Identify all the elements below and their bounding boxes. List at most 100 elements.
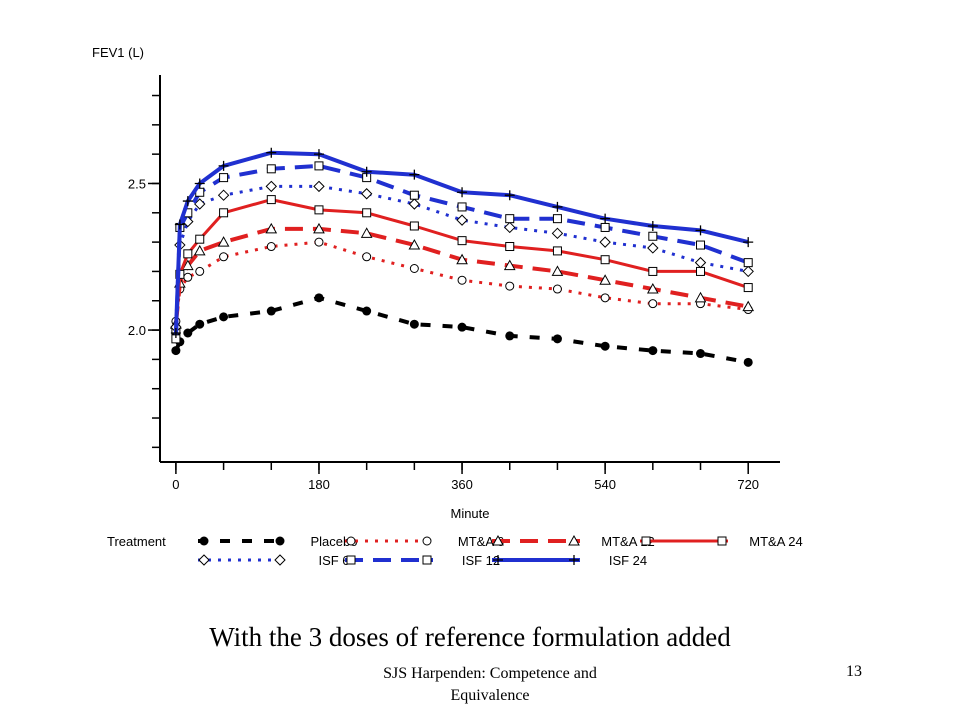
x-tick-label: 180: [308, 477, 330, 492]
data-point: [551, 265, 564, 276]
data-point: [219, 208, 229, 218]
data-point: [743, 237, 754, 248]
data-point: [457, 275, 467, 285]
legend-entry: ISF 24: [492, 553, 647, 568]
data-point: [275, 536, 285, 546]
legend-label: ISF 6: [318, 553, 349, 568]
data-point: [552, 284, 562, 294]
y-tick-label: 2.0: [128, 323, 146, 338]
data-point: [360, 188, 373, 200]
data-point: [600, 255, 610, 265]
data-point: [170, 328, 181, 338]
x-tick-label: 360: [451, 477, 473, 492]
data-point: [217, 189, 230, 201]
data-point: [743, 258, 753, 268]
data-point: [569, 555, 579, 565]
data-point: [408, 239, 421, 250]
data-point: [552, 214, 562, 224]
data-point: [505, 214, 515, 224]
legend-label: MT&A 12: [601, 534, 654, 549]
data-point: [314, 161, 324, 171]
data-point: [695, 225, 706, 236]
data-point: [409, 190, 419, 200]
data-point: [218, 160, 229, 171]
data-point: [457, 236, 467, 246]
data-point: [457, 187, 468, 198]
series-line: [174, 198, 749, 331]
data-point: [360, 227, 373, 238]
series-layer: [170, 147, 755, 367]
data-point: [182, 196, 193, 207]
legend-entry: ISF 6: [198, 553, 350, 568]
data-point: [552, 246, 562, 256]
x-axis-label: Minute: [450, 506, 489, 521]
data-point: [314, 205, 324, 215]
data-point: [456, 214, 468, 226]
data-point: [265, 222, 278, 234]
data-point: [743, 357, 753, 367]
legend: Placebo MT&A 6 MT&A 12 MT&A 24 ISF 6 ISF 12 IS…: [198, 534, 803, 568]
data-point: [181, 259, 194, 271]
legend-entry: MT&A 24: [640, 534, 803, 549]
slide-footer: SJS Harpenden: Competence and Equivalenc…: [383, 665, 597, 704]
data-point: [696, 266, 706, 276]
data-point: [600, 222, 610, 232]
data-point: [193, 244, 206, 256]
data-point: [183, 272, 193, 282]
data-point: [647, 220, 658, 231]
data-point: [266, 164, 276, 174]
legend-entry: ISF 12: [345, 553, 500, 568]
data-point: [696, 240, 706, 250]
data-point: [194, 198, 206, 210]
data-point: [552, 334, 562, 344]
data-point: [504, 190, 515, 201]
data-point: [646, 282, 659, 294]
data-point: [361, 166, 372, 177]
data-point: [195, 319, 205, 329]
data-point: [599, 274, 611, 285]
data-point: [694, 291, 707, 303]
data-point: [266, 195, 276, 205]
data-point: [568, 534, 580, 546]
data-point: [743, 283, 753, 293]
data-point: [195, 234, 205, 244]
legend-label: ISF 12: [462, 553, 500, 568]
data-point: [409, 221, 419, 231]
data-point: [194, 178, 205, 189]
data-point: [457, 322, 467, 332]
data-point: [717, 536, 727, 546]
series-isf-12: [171, 161, 753, 344]
data-point: [696, 349, 706, 359]
data-point: [742, 265, 754, 278]
data-point: [219, 312, 229, 322]
data-point: [409, 169, 420, 180]
y-tick-label: 2.5: [128, 176, 146, 191]
data-point: [648, 266, 658, 276]
data-point: [219, 252, 229, 262]
y-axis-label: FEV1 (L): [92, 45, 144, 60]
data-point: [694, 256, 707, 269]
series-line: [174, 240, 749, 322]
data-point: [266, 242, 276, 252]
data-point: [219, 173, 229, 183]
data-point: [552, 201, 563, 212]
series-isf-6: [170, 180, 754, 333]
data-point: [742, 300, 755, 312]
data-point: [362, 306, 372, 316]
series-line: [173, 150, 749, 334]
series-line: [173, 226, 749, 325]
data-point: [362, 252, 372, 262]
data-point: [265, 180, 277, 193]
page-number: 13: [846, 663, 862, 680]
data-point: [314, 237, 324, 247]
data-point: [199, 536, 209, 546]
data-point: [408, 198, 421, 210]
data-point: [346, 555, 356, 565]
legend-label: MT&A 24: [749, 534, 802, 549]
data-point: [422, 555, 432, 565]
data-point: [198, 554, 210, 566]
data-point: [505, 281, 515, 291]
data-point: [362, 208, 372, 218]
series-line: [173, 163, 749, 339]
data-point: [551, 227, 564, 240]
